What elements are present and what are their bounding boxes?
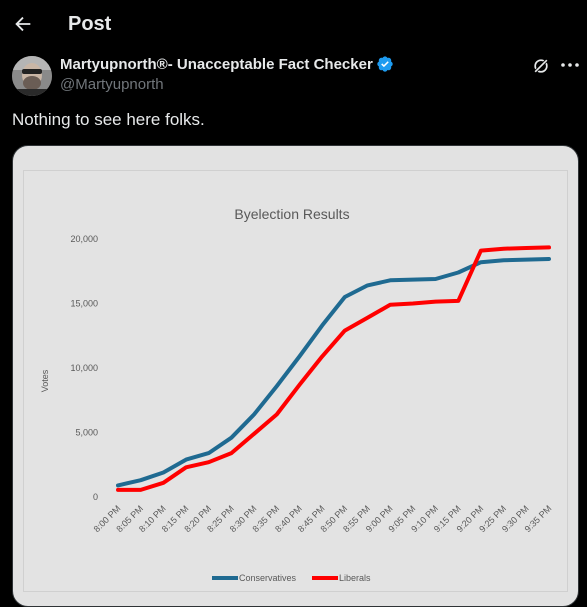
avatar[interactable] [12, 56, 52, 96]
author-display-name[interactable]: Martyupnorth®- Unacceptable Fact Checker [60, 55, 373, 73]
verified-badge-icon [377, 56, 393, 72]
legend: Conservatives Liberals [212, 573, 371, 583]
author-handle[interactable]: @Martyupnorth [60, 76, 164, 93]
x-tick-labels: 8:00 PM8:05 PM8:10 PM8:15 PM8:20 PM8:25 … [92, 503, 554, 534]
y-tick-label: 15,000 [70, 299, 98, 309]
line-chart: Byelection Results Votes 0 5,000 10,000 15,… [40, 206, 554, 583]
post-text: Nothing to see here folks. [12, 110, 205, 129]
top-header: Post [0, 0, 587, 52]
legend-label: Conservatives [239, 573, 297, 583]
arrow-left-icon[interactable] [12, 13, 34, 35]
chart-frame: Byelection Results Votes 0 5,000 10,000 15,… [23, 170, 568, 592]
chart-title: Byelection Results [234, 206, 349, 222]
y-tick-label: 0 [93, 492, 98, 502]
y-tick-label: 5,000 [75, 428, 98, 438]
author-name-row: Martyupnorth®- Unacceptable Fact Checker [60, 55, 394, 73]
more-icon[interactable] [558, 55, 582, 75]
y-tick-labels: 0 5,000 10,000 15,000 20,000 [70, 234, 98, 502]
y-tick-label: 10,000 [70, 363, 98, 373]
series-lines [116, 245, 551, 492]
series-line-liberals [116, 245, 551, 492]
grok-icon[interactable] [531, 56, 551, 76]
y-axis-label: Votes [40, 369, 50, 392]
post-media-image[interactable]: Byelection Results Votes 0 5,000 10,000 15,… [12, 145, 579, 607]
series-line-conservatives [116, 257, 551, 488]
legend-label: Liberals [339, 573, 371, 583]
y-tick-label: 20,000 [70, 234, 98, 244]
avatar-image [12, 56, 52, 96]
page-title: Post [68, 13, 112, 35]
